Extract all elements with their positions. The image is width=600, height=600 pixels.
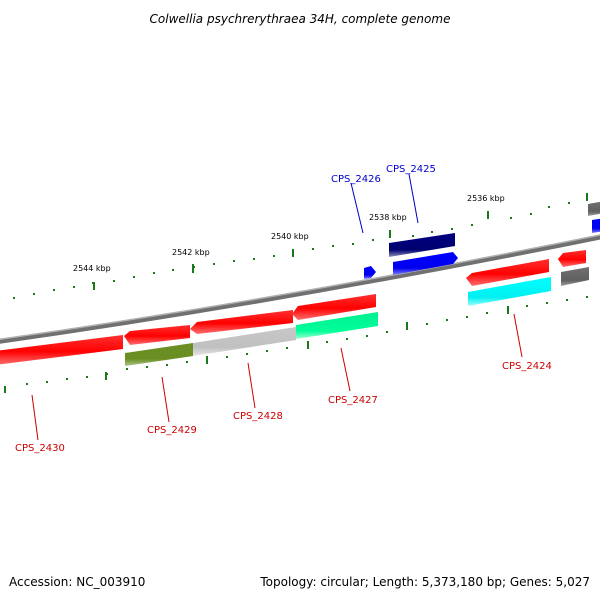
cds-arrow-cps-2424 xyxy=(466,259,549,286)
cds-arrow-cps-2428 xyxy=(190,310,293,334)
gene-label-cps-2430: CPS_2430 xyxy=(15,443,65,454)
scale-labels: 2544 kbp 2542 kbp 2540 kbp 2538 kbp 2536… xyxy=(73,194,505,273)
band-olive xyxy=(125,343,193,366)
genome-backbone-highlight xyxy=(0,234,600,341)
kbp-label: 2544 kbp xyxy=(73,264,111,273)
cds-features xyxy=(0,201,600,365)
leader-cps-2426 xyxy=(350,182,364,234)
outer-tick-ring xyxy=(13,193,588,299)
accession-label: Accession: NC_003910 xyxy=(9,575,145,589)
kbp-label: 2540 kbp xyxy=(271,232,309,241)
cds-arrow-cps-2425 xyxy=(393,252,458,275)
gene-label-cps-2425: CPS_2425 xyxy=(386,164,436,175)
cds-arrow-right-grey xyxy=(588,201,600,216)
leader-cps-2430 xyxy=(31,394,39,441)
map-title: Colwellia psychrerythraea 34H, complete … xyxy=(150,12,451,26)
leader-cps-2428 xyxy=(247,362,256,409)
cds-arrow-right-blue xyxy=(592,218,600,233)
leader-lines xyxy=(31,173,523,441)
cds-arrow-right-red xyxy=(558,250,586,267)
cds-arrow-cps-2425-top xyxy=(389,233,455,257)
kbp-label: 2536 kbp xyxy=(467,194,505,203)
leader-cps-2425 xyxy=(408,173,419,224)
cds-arrow-cps-2429 xyxy=(124,325,190,345)
cds-arrow-cps-2426 xyxy=(364,266,376,279)
gene-label-cps-2429: CPS_2429 xyxy=(147,425,197,436)
gene-label-cps-2424: CPS_2424 xyxy=(502,361,552,372)
feature-bands xyxy=(125,277,551,366)
band-cyan xyxy=(468,277,551,306)
genome-backbone xyxy=(0,234,600,344)
inner-tick-ring xyxy=(4,296,588,393)
gene-label-cps-2428: CPS_2428 xyxy=(233,411,283,422)
cds-arrow-cps-2430 xyxy=(0,335,123,365)
gene-label-cps-2427: CPS_2427 xyxy=(328,395,378,406)
genome-summary: Topology: circular; Length: 5,373,180 bp… xyxy=(259,575,590,589)
band-silver xyxy=(193,327,296,356)
band-green xyxy=(296,312,378,339)
kbp-label: 2542 kbp xyxy=(172,248,210,257)
kbp-label: 2538 kbp xyxy=(369,213,407,222)
cds-arrow-cps-2427 xyxy=(292,294,376,320)
leader-cps-2427 xyxy=(340,347,351,392)
leader-cps-2424 xyxy=(513,313,523,358)
cds-arrow-grey-small xyxy=(561,267,589,286)
gene-labels: CPS_2426 CPS_2425 CPS_2424 CPS_2427 CPS_… xyxy=(15,164,552,454)
leader-cps-2429 xyxy=(161,376,170,423)
gene-label-cps-2426: CPS_2426 xyxy=(331,174,381,185)
